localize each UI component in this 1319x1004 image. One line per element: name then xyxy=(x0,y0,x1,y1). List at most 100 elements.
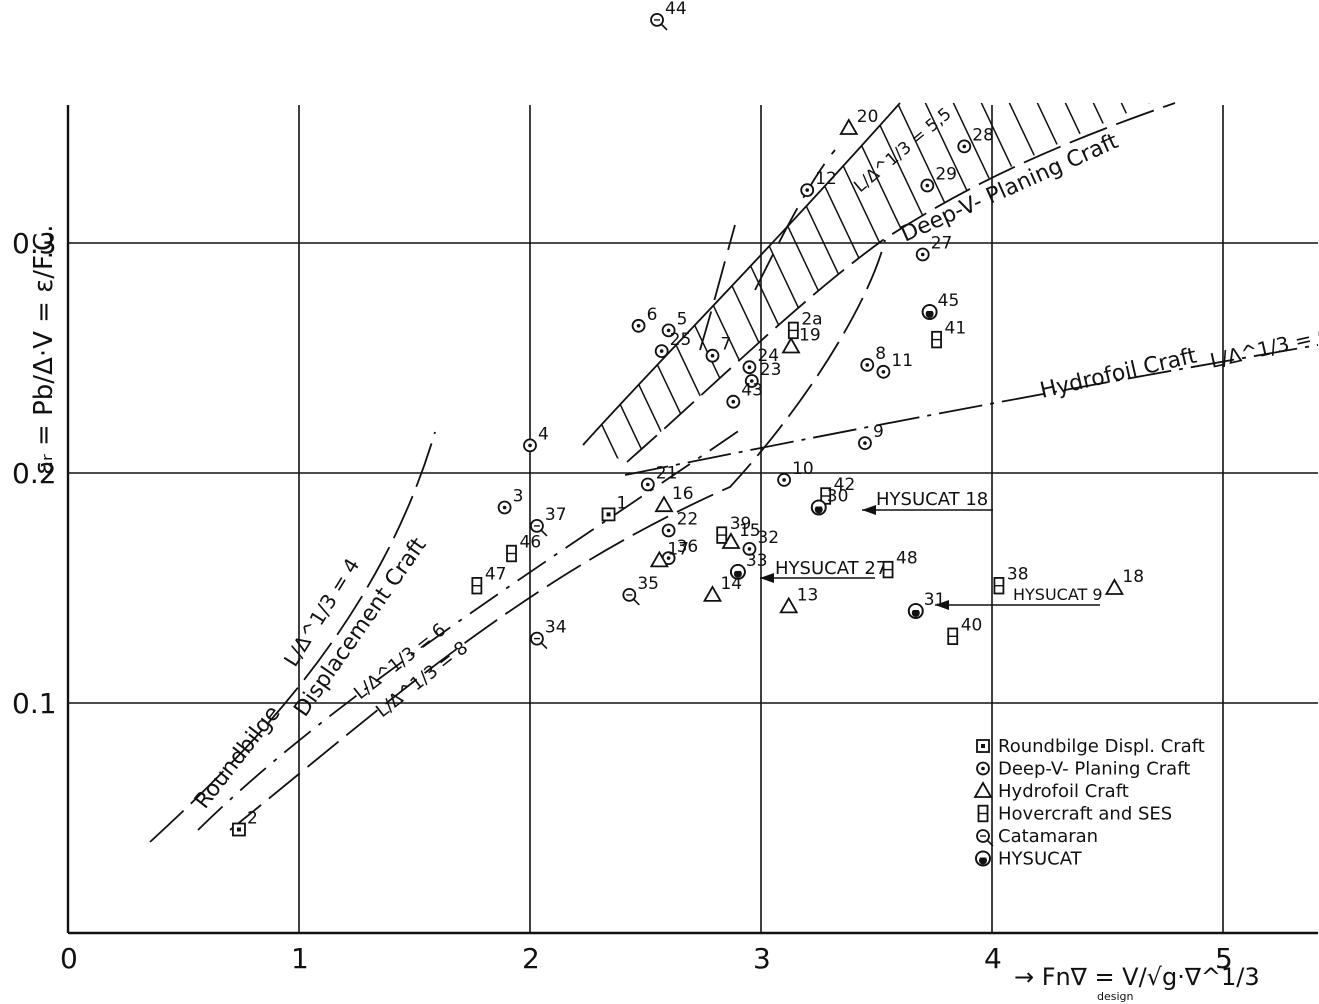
point-label-24: 24 xyxy=(757,346,779,366)
point-label-20: 20 xyxy=(857,107,879,127)
point-label-31: 31 xyxy=(924,590,946,610)
deepv-point-28: 28 xyxy=(957,125,994,154)
legend-item-hysucat: HYSUCAT xyxy=(975,849,1083,870)
deepv-point-27: 27 xyxy=(915,234,953,262)
x-tick-label-2: 2 xyxy=(522,942,540,975)
x-axis-title: → Fn∇ = V/√g·∇^1/3 design xyxy=(1014,963,1260,1003)
annotation-hysucat-18: HYSUCAT 18 xyxy=(876,489,988,510)
x-axis-label: → Fn∇ = V/√g·∇^1/3 xyxy=(1014,963,1260,991)
point-label-17: 17 xyxy=(667,539,689,559)
axes: 0 1 2 3 4 50.10.20.3 xyxy=(12,105,1318,975)
hysucat-27-callout: HYSUCAT 27 xyxy=(760,558,887,583)
hydrofoil-point-17: 17 xyxy=(649,539,689,568)
y-tick-label-0.1: 0.1 xyxy=(12,687,57,720)
point-label-3: 3 xyxy=(513,487,524,507)
grid-lines xyxy=(68,105,1318,933)
y-axis-label: εᵣ = Pb/Δ·V = ε/F.C. xyxy=(29,225,59,475)
hovercraft-point-38: 38 xyxy=(993,565,1029,595)
point-label-44: 44 xyxy=(665,0,687,19)
point-label-35: 35 xyxy=(637,574,659,594)
roundbilge-l6-curve xyxy=(197,429,741,831)
deepv-point-29: 29 xyxy=(920,165,957,193)
legend-item-deepv: Deep-V- Planing Craft xyxy=(976,759,1190,780)
deepv-point-11: 11 xyxy=(876,351,913,379)
point-label-29: 29 xyxy=(935,165,957,185)
x-tick-label-1: 1 xyxy=(291,942,309,975)
point-label-25: 25 xyxy=(670,330,692,350)
hovercraft-point-40: 40 xyxy=(947,615,982,646)
deepv-point-25: 25 xyxy=(654,330,692,359)
legend-label-roundbilge: Roundbilge Displ. Craft xyxy=(998,736,1205,757)
roundbilge-l4-curve xyxy=(149,431,436,843)
y-tick-label-0.2: 0.2 xyxy=(12,457,57,490)
point-label-13: 13 xyxy=(797,585,819,605)
catamaran-point-37: 37 xyxy=(530,505,567,537)
hovercraft-point-46: 46 xyxy=(506,533,542,563)
deepv-point-21: 21 xyxy=(640,464,677,492)
curve-annotations: Deep-V- Planing Craft L/Δ^1/3 = 5,5 Hydr… xyxy=(190,104,1319,814)
catamaran-point-44: 44 xyxy=(650,0,687,31)
deep-v-boundary-curve xyxy=(626,102,1176,463)
x-tick-label-4: 4 xyxy=(984,942,1002,975)
point-label-11: 11 xyxy=(891,351,913,371)
point-label-16: 16 xyxy=(672,484,694,504)
point-label-28: 28 xyxy=(972,125,994,145)
deepv-point-5: 5 xyxy=(661,309,688,338)
hydrofoil-point-18: 18 xyxy=(1104,567,1144,595)
deepv-point-7: 7 xyxy=(705,335,731,363)
deepv-point-22: 22 xyxy=(661,510,699,538)
hydrofoil-point-20: 20 xyxy=(839,107,879,135)
hydrofoil-curve xyxy=(624,344,1319,476)
point-label-43: 43 xyxy=(741,381,763,401)
point-label-42: 42 xyxy=(834,475,856,495)
catamaran-point-34: 34 xyxy=(530,618,567,650)
point-label-19: 19 xyxy=(799,326,821,346)
hysucat-9-callout: HYSUCAT 9 xyxy=(935,585,1103,610)
point-label-8: 8 xyxy=(875,344,886,364)
hydrofoil-point-13: 13 xyxy=(779,585,819,614)
point-label-23: 23 xyxy=(760,360,782,380)
legend-label-catamaran: Catamaran xyxy=(998,826,1098,847)
point-label-30: 30 xyxy=(827,487,849,507)
hydrofoil-point-16: 16 xyxy=(654,484,694,513)
point-label-27: 27 xyxy=(931,234,953,254)
point-label-47: 47 xyxy=(485,565,507,585)
point-label-32: 32 xyxy=(757,528,779,548)
roundbilge-point-1: 1 xyxy=(601,493,627,522)
deepv-point-12: 12 xyxy=(800,169,837,198)
hysucat-18-callout: HYSUCAT 18 xyxy=(862,489,993,515)
point-label-10: 10 xyxy=(792,459,814,479)
point-label-6: 6 xyxy=(647,305,658,325)
hovercraft-point-41: 41 xyxy=(931,319,966,349)
roundbilge-point-2: 2 xyxy=(232,809,258,837)
deepv-point-8: 8 xyxy=(860,344,886,372)
point-label-5: 5 xyxy=(677,309,688,329)
point-label-4: 4 xyxy=(538,424,549,444)
hysucat-point-31: 31 xyxy=(907,590,946,619)
point-label-15: 15 xyxy=(739,521,761,541)
deepv-point-24: 24 xyxy=(742,346,779,375)
point-label-7: 7 xyxy=(720,335,731,355)
legend-label-hovercraft: Hovercraft and SES xyxy=(998,804,1172,825)
hovercraft-point-47: 47 xyxy=(471,565,507,595)
legend-item-hydrofoil: Hydrofoil Craft xyxy=(973,781,1129,802)
hovercraft-point-2a: 2a xyxy=(787,309,823,340)
deep-v-hatched-band xyxy=(582,102,1150,462)
point-label-9: 9 xyxy=(873,422,884,442)
hysucat-point-30: 30 xyxy=(810,487,849,516)
hovercraft-point-48: 48 xyxy=(882,549,918,579)
hysucat-point-45: 45 xyxy=(921,291,959,320)
point-label-46: 46 xyxy=(520,533,542,553)
deepv-point-10: 10 xyxy=(777,459,814,487)
point-label-22: 22 xyxy=(677,510,699,530)
point-label-34: 34 xyxy=(545,618,567,638)
x-tick-label-3: 3 xyxy=(753,942,771,975)
y-axis-title: εᵣ = Pb/Δ·V = ε/F.C. xyxy=(29,225,59,475)
point-label-33: 33 xyxy=(746,551,768,571)
legend-label-hysucat: HYSUCAT xyxy=(998,849,1083,870)
point-label-12: 12 xyxy=(815,169,837,189)
hovercraft-point-42: 42 xyxy=(820,475,856,505)
deepv-point-9: 9 xyxy=(858,422,884,451)
